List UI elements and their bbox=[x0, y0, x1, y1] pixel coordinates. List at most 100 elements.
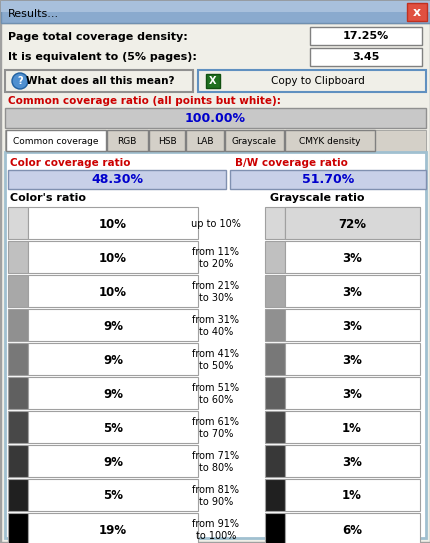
Bar bbox=[6, 130, 106, 151]
Bar bbox=[264, 445, 284, 477]
Bar bbox=[8, 445, 28, 477]
Text: Color coverage ratio: Color coverage ratio bbox=[10, 158, 130, 168]
Text: 3.45: 3.45 bbox=[351, 52, 379, 62]
Bar bbox=[264, 309, 284, 341]
Text: 3%: 3% bbox=[341, 319, 361, 332]
Bar bbox=[28, 207, 197, 239]
Bar bbox=[8, 241, 28, 273]
Text: 1%: 1% bbox=[341, 489, 361, 502]
Bar bbox=[8, 479, 28, 511]
Text: from 11%
to 20%: from 11% to 20% bbox=[192, 247, 239, 269]
Text: from 41%
to 50%: from 41% to 50% bbox=[192, 349, 239, 371]
Text: from 51%
to 60%: from 51% to 60% bbox=[192, 383, 239, 405]
Bar bbox=[1, 1, 429, 12]
Bar bbox=[28, 241, 197, 273]
Bar bbox=[309, 48, 421, 66]
Text: 72%: 72% bbox=[337, 218, 365, 230]
Bar bbox=[8, 309, 28, 341]
Text: 1%: 1% bbox=[341, 421, 361, 434]
Bar bbox=[284, 207, 419, 239]
Bar bbox=[284, 241, 419, 273]
Bar bbox=[8, 343, 28, 375]
Text: 10%: 10% bbox=[99, 286, 127, 299]
Bar bbox=[5, 152, 425, 538]
Bar bbox=[284, 207, 419, 239]
Text: HSB: HSB bbox=[157, 136, 176, 146]
Bar bbox=[28, 275, 197, 307]
Bar bbox=[28, 411, 197, 443]
Bar bbox=[284, 275, 419, 307]
Text: from 91%
to 100%: from 91% to 100% bbox=[192, 519, 239, 541]
Text: 48.30%: 48.30% bbox=[91, 173, 143, 186]
Text: Grayscale ratio: Grayscale ratio bbox=[269, 193, 364, 203]
Text: X: X bbox=[209, 76, 216, 86]
Bar bbox=[284, 309, 419, 341]
Bar bbox=[28, 445, 197, 477]
Bar bbox=[197, 70, 425, 92]
Bar bbox=[149, 130, 184, 151]
Text: RGB: RGB bbox=[117, 136, 136, 146]
Text: from 31%
to 40%: from 31% to 40% bbox=[192, 315, 239, 337]
Text: 3%: 3% bbox=[341, 456, 361, 469]
Bar bbox=[406, 3, 426, 21]
Text: 9%: 9% bbox=[103, 388, 123, 401]
Text: 5%: 5% bbox=[103, 421, 123, 434]
Bar bbox=[264, 241, 284, 273]
Bar bbox=[5, 130, 425, 152]
Text: 17.25%: 17.25% bbox=[342, 31, 388, 41]
Bar bbox=[284, 445, 419, 477]
Text: 6%: 6% bbox=[341, 523, 361, 536]
Text: 10%: 10% bbox=[99, 218, 127, 230]
Bar bbox=[8, 411, 28, 443]
Bar bbox=[8, 513, 28, 543]
Bar bbox=[284, 343, 419, 375]
Text: Common coverage ratio (all points but white):: Common coverage ratio (all points but wh… bbox=[8, 96, 280, 106]
Bar bbox=[284, 377, 419, 409]
Text: Color's ratio: Color's ratio bbox=[10, 193, 86, 203]
Text: Common coverage: Common coverage bbox=[13, 136, 98, 146]
Text: Results...: Results... bbox=[8, 9, 59, 19]
Bar bbox=[264, 343, 284, 375]
Text: from 81%
to 90%: from 81% to 90% bbox=[192, 485, 239, 507]
Text: 9%: 9% bbox=[103, 353, 123, 367]
Text: up to 10%: up to 10% bbox=[190, 219, 240, 229]
Bar bbox=[8, 170, 225, 189]
Bar bbox=[284, 411, 419, 443]
Text: 19%: 19% bbox=[99, 523, 127, 536]
Text: from 21%
to 30%: from 21% to 30% bbox=[192, 281, 239, 303]
Text: 3%: 3% bbox=[341, 353, 361, 367]
Bar bbox=[230, 170, 425, 189]
Bar bbox=[5, 70, 193, 92]
Bar bbox=[8, 207, 28, 239]
Text: 9%: 9% bbox=[103, 456, 123, 469]
Bar bbox=[8, 377, 28, 409]
Bar bbox=[284, 513, 419, 543]
Bar bbox=[8, 275, 28, 307]
Text: B/W coverage ratio: B/W coverage ratio bbox=[234, 158, 347, 168]
Bar bbox=[28, 479, 197, 511]
Bar bbox=[224, 130, 283, 151]
Text: What does all this mean?: What does all this mean? bbox=[26, 76, 174, 86]
Text: from 61%
to 70%: from 61% to 70% bbox=[192, 417, 239, 439]
Bar bbox=[5, 108, 425, 128]
Bar bbox=[264, 513, 284, 543]
Text: 5%: 5% bbox=[103, 489, 123, 502]
Bar bbox=[284, 130, 374, 151]
Text: 10%: 10% bbox=[99, 251, 127, 264]
Bar bbox=[264, 411, 284, 443]
Bar bbox=[186, 130, 224, 151]
Text: 3%: 3% bbox=[341, 388, 361, 401]
Bar bbox=[28, 343, 197, 375]
Text: 100.00%: 100.00% bbox=[184, 111, 245, 124]
Text: x: x bbox=[412, 5, 420, 18]
Text: 9%: 9% bbox=[103, 319, 123, 332]
Bar bbox=[264, 479, 284, 511]
Bar bbox=[107, 130, 147, 151]
Bar bbox=[28, 377, 197, 409]
Circle shape bbox=[12, 73, 28, 89]
Text: LAB: LAB bbox=[196, 136, 213, 146]
Bar bbox=[264, 275, 284, 307]
Text: CMYK density: CMYK density bbox=[298, 136, 360, 146]
Text: 51.70%: 51.70% bbox=[301, 173, 353, 186]
Text: Page total coverage density:: Page total coverage density: bbox=[8, 32, 187, 42]
